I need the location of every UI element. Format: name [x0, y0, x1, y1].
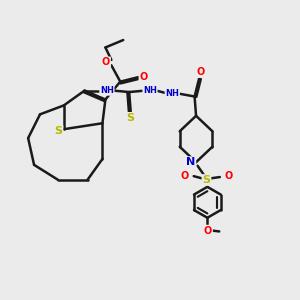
Text: S: S	[55, 126, 62, 136]
Text: O: O	[102, 57, 110, 67]
Text: O: O	[139, 72, 148, 82]
Text: O: O	[204, 226, 212, 236]
Text: S: S	[202, 175, 211, 185]
Text: NH: NH	[100, 86, 114, 95]
Text: N: N	[186, 157, 195, 167]
Text: NH: NH	[165, 89, 179, 98]
Text: O: O	[180, 171, 188, 181]
Text: O: O	[196, 67, 205, 77]
Text: S: S	[127, 113, 135, 123]
Text: NH: NH	[143, 86, 157, 95]
Text: O: O	[225, 172, 233, 182]
